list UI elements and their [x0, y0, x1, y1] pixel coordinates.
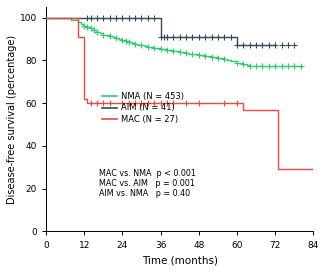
X-axis label: Time (months): Time (months) [142, 255, 218, 265]
Legend: NMA (N = 453), AIM (N = 41), MAC (N = 27): NMA (N = 453), AIM (N = 41), MAC (N = 27… [98, 89, 187, 127]
Text: MAC vs. NMA  p < 0.001
MAC vs. AIM   p = 0.001
AIM vs. NMA   p = 0.40: MAC vs. NMA p < 0.001 MAC vs. AIM p = 0.… [99, 169, 196, 198]
Y-axis label: Disease-free survival (percentage): Disease-free survival (percentage) [7, 35, 17, 204]
